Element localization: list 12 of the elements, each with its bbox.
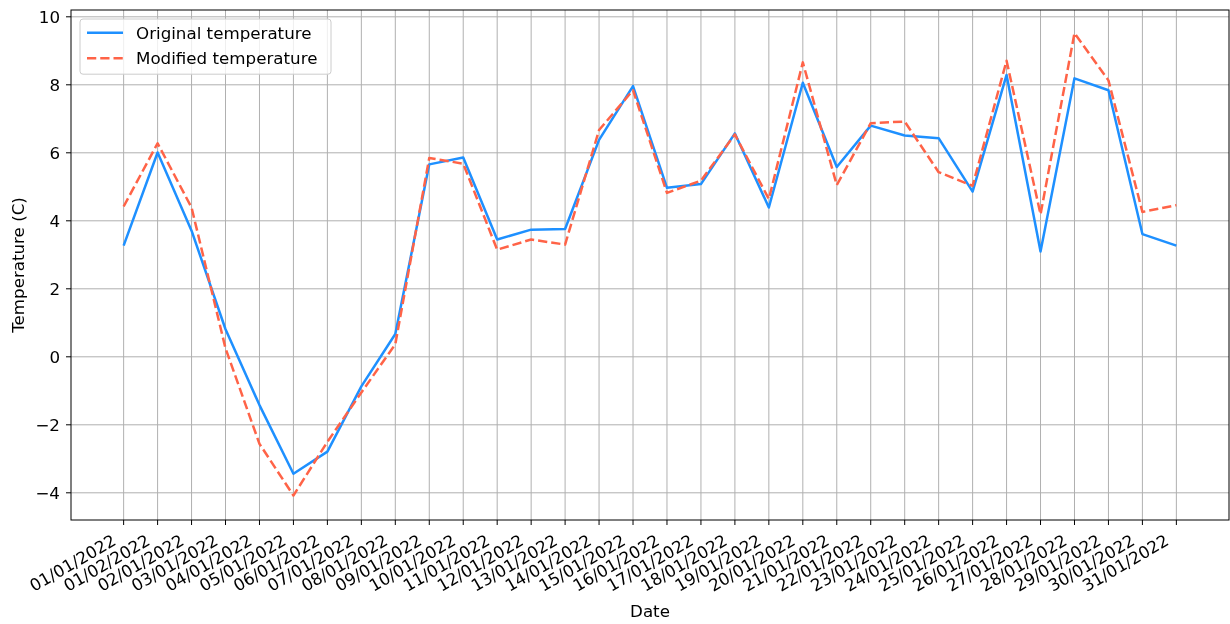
y-tick-label: 2 [49, 278, 60, 299]
x-axis-title: Date [630, 601, 670, 621]
y-tick-label: −4 [35, 482, 60, 503]
y-tick-label: 10 [38, 6, 60, 27]
y-axis-title: Temperature (C) [8, 197, 28, 334]
y-tick-label: −2 [35, 414, 60, 435]
legend-label: Modified temperature [136, 48, 318, 69]
y-tick-label: 4 [49, 210, 60, 231]
y-tick-label: 8 [49, 74, 60, 95]
y-tick-label: 6 [49, 142, 60, 163]
y-tick-label: 0 [49, 346, 60, 367]
legend-label: Original temperature [136, 22, 312, 43]
